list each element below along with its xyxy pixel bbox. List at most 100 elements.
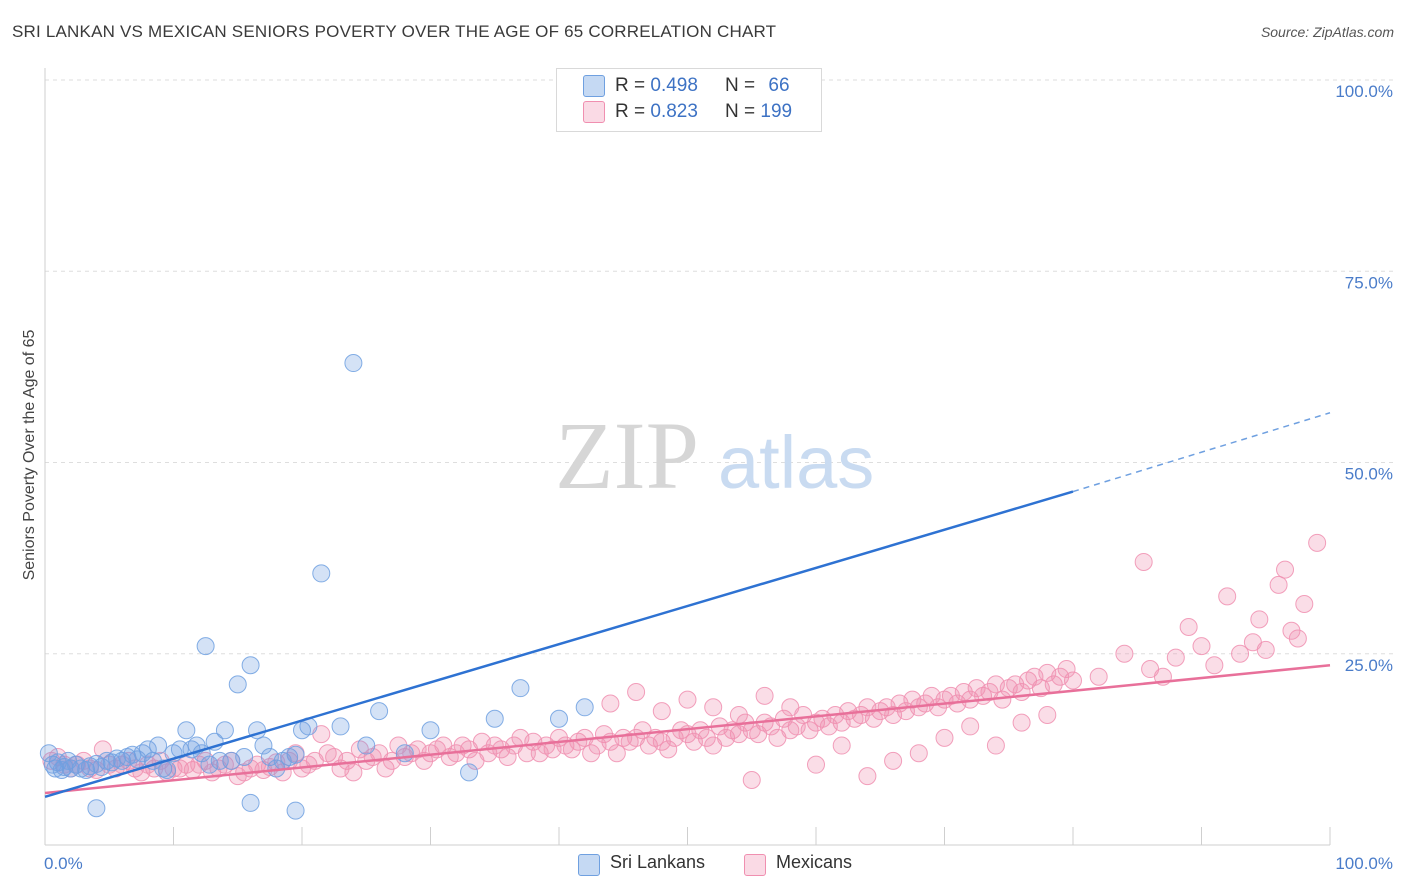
data-point xyxy=(254,736,273,755)
data-point xyxy=(421,721,440,740)
y-axis-label: Seniors Poverty Over the Age of 65 xyxy=(21,330,38,581)
data-point xyxy=(652,702,671,721)
data-point xyxy=(331,717,350,736)
data-point xyxy=(286,745,305,764)
data-point xyxy=(215,721,234,740)
data-point xyxy=(755,686,774,705)
data-point xyxy=(241,793,260,812)
data-point xyxy=(697,728,716,747)
data-point xyxy=(961,717,980,736)
series-mexicans xyxy=(42,533,1327,789)
data-point xyxy=(460,763,479,782)
data-point xyxy=(1012,713,1031,732)
y-tick-label: 75.0% xyxy=(1345,273,1393,292)
sri-lankans-legend-label: Sri Lankans xyxy=(610,852,706,872)
data-point xyxy=(807,755,825,774)
data-point xyxy=(550,709,568,728)
data-point xyxy=(1288,629,1307,648)
stats-legend: R = 0.498 N = 66 R = 0.823 N = 199 xyxy=(556,68,822,132)
data-point xyxy=(1256,640,1275,659)
data-point xyxy=(832,736,851,755)
data-point xyxy=(1218,587,1237,606)
data-point xyxy=(1276,560,1295,579)
mexicans-swatch xyxy=(583,101,605,123)
data-point xyxy=(1089,667,1108,686)
r-value-sri-lankans: 0.498 xyxy=(650,75,698,96)
data-point xyxy=(935,728,954,747)
data-point xyxy=(357,736,376,755)
data-point xyxy=(678,690,697,709)
sri-lankans-swatch xyxy=(583,75,605,97)
n-value-mexicans: 199 xyxy=(760,101,793,122)
y-tick-label: 100.0% xyxy=(1335,82,1393,101)
series-legend: Sri Lankans Mexicans xyxy=(0,852,1406,878)
trend-extension-sri-lankans xyxy=(1072,412,1331,493)
data-point xyxy=(986,736,1005,755)
watermark-zip: ZIP xyxy=(555,402,699,509)
data-point xyxy=(691,721,710,740)
n-value-sri-lankans: 66 xyxy=(768,75,790,96)
data-point xyxy=(196,637,215,656)
data-point xyxy=(312,564,331,583)
data-point xyxy=(370,702,389,721)
data-point xyxy=(909,744,928,763)
data-point xyxy=(729,705,748,724)
data-point xyxy=(485,709,504,728)
sri-lankans-legend-swatch xyxy=(578,854,600,876)
data-point xyxy=(1269,575,1288,594)
grid-lines xyxy=(45,79,1395,655)
data-point xyxy=(1064,671,1082,690)
data-point xyxy=(87,754,106,773)
trend-line-sri-lankans xyxy=(44,490,1074,799)
data-point xyxy=(158,761,177,780)
data-point xyxy=(39,744,58,763)
data-point xyxy=(1057,660,1076,679)
y-tick-label: 25.0% xyxy=(1345,656,1393,675)
x-tick-label: 0.0% xyxy=(44,854,83,873)
data-point xyxy=(92,757,111,776)
data-point xyxy=(177,721,196,740)
data-point xyxy=(1038,705,1057,724)
data-point xyxy=(601,694,620,713)
data-point xyxy=(1166,648,1185,667)
mexicans-legend-swatch xyxy=(744,854,766,876)
data-point xyxy=(659,740,678,759)
n-label: N = xyxy=(725,101,756,122)
data-point xyxy=(395,744,414,763)
data-point xyxy=(52,761,71,780)
data-point xyxy=(235,748,254,767)
data-point xyxy=(1231,644,1250,663)
data-point xyxy=(138,740,157,759)
n-label: N = xyxy=(725,75,756,96)
series-sri-lankans xyxy=(39,354,594,820)
data-point xyxy=(337,751,356,770)
data-point xyxy=(286,801,305,820)
data-point xyxy=(200,755,219,774)
data-point xyxy=(1308,533,1327,552)
trend-lines xyxy=(44,412,1331,799)
data-point xyxy=(582,744,601,763)
axes xyxy=(44,68,1331,846)
data-point xyxy=(884,751,903,770)
data-point xyxy=(1115,644,1134,663)
data-point xyxy=(241,656,260,675)
r-label: R = xyxy=(615,101,646,122)
data-point xyxy=(498,748,517,767)
data-point xyxy=(1192,637,1211,656)
data-point xyxy=(149,736,168,755)
y-tick-label: 50.0% xyxy=(1345,465,1393,484)
stats-row-mexicans: R = 0.823 N = 199 xyxy=(557,101,821,127)
data-point xyxy=(1250,610,1269,629)
data-point xyxy=(344,763,363,782)
data-point xyxy=(704,698,723,717)
data-point xyxy=(607,744,626,763)
data-point xyxy=(511,679,530,698)
watermark: ZIP atlas xyxy=(555,402,874,509)
stats-row-sri-lankans: R = 0.498 N = 66 xyxy=(557,75,821,101)
source-label: Source: ZipAtlas.com xyxy=(1260,24,1394,40)
data-point xyxy=(575,698,594,717)
data-point xyxy=(627,683,646,701)
x-tick-label: 100.0% xyxy=(1335,854,1393,873)
watermark-atlas: atlas xyxy=(718,421,874,504)
